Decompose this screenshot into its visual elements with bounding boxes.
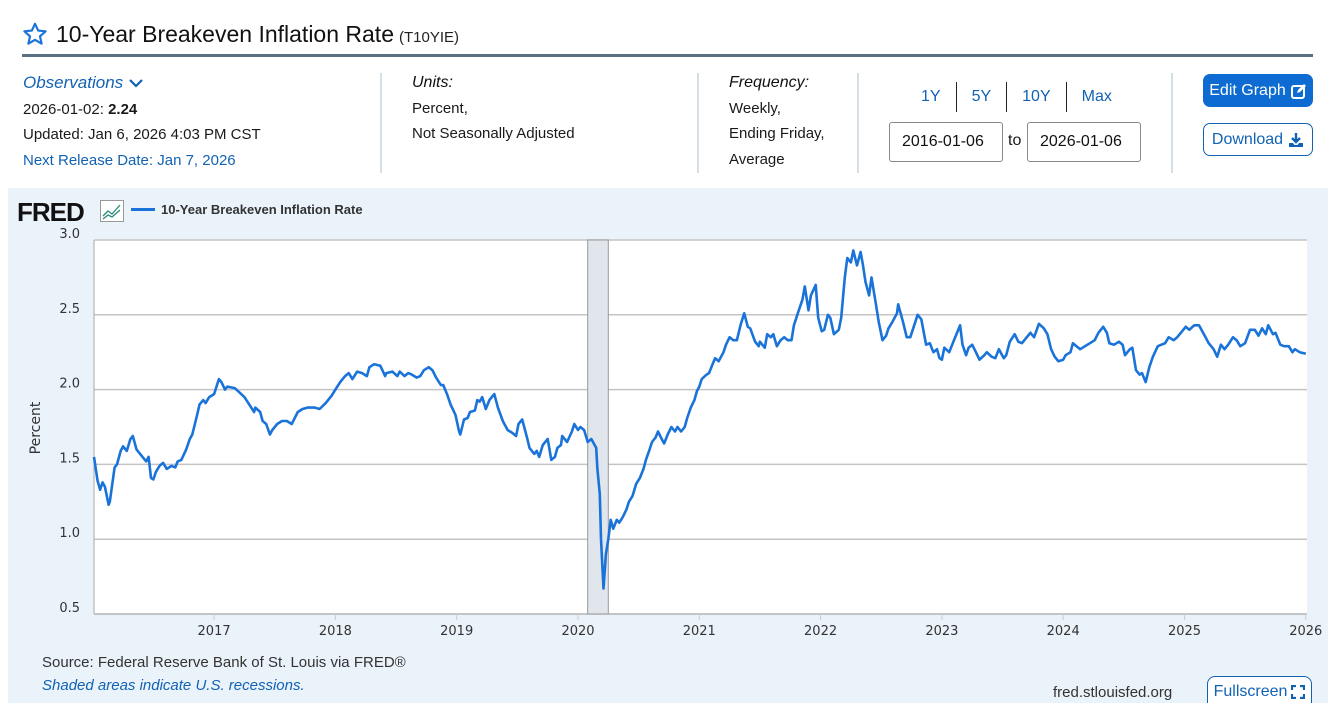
y-axis-label: Percent <box>28 401 44 454</box>
chevron-down-icon <box>129 78 143 88</box>
fred-logo[interactable]: FRED <box>17 197 85 227</box>
download-label: Download <box>1211 130 1284 148</box>
x-tick-label: 2020 <box>561 624 594 639</box>
range-10y-link[interactable]: 10Y <box>1007 82 1067 112</box>
page-title: 10-Year Breakeven Inflation Rate <box>56 21 394 47</box>
legend-label: 10-Year Breakeven Inflation Rate <box>161 202 363 217</box>
observations-block: Observations 2026-01-02: 2.24 Updated: J… <box>23 70 261 173</box>
units-label: Units: <box>412 74 453 91</box>
title-divider <box>22 54 1313 57</box>
recession-band <box>587 239 609 615</box>
x-tick-label: 2018 <box>319 624 352 639</box>
y-tick-label: 1.5 <box>59 451 80 466</box>
range-1y-link[interactable]: 1Y <box>906 82 957 112</box>
latest-date: 2026-01-02: <box>23 100 104 118</box>
fullscreen-label: Fullscreen <box>1213 683 1288 700</box>
divider <box>1171 73 1173 173</box>
recession-note[interactable]: Shaded areas indicate U.S. recessions. <box>42 677 305 694</box>
x-tick-label: 2021 <box>683 624 716 639</box>
observations-toggle[interactable]: Observations <box>23 70 144 96</box>
x-tick-label: 2017 <box>198 624 231 639</box>
y-tick-label: 1.0 <box>59 526 80 541</box>
series-id: (T10YIE) <box>398 29 459 46</box>
recession-shading <box>587 239 609 615</box>
x-tick-label: 2022 <box>804 624 837 639</box>
y-tick-label: 0.5 <box>59 601 80 616</box>
end-date-input[interactable]: 2026-01-06 <box>1027 122 1141 162</box>
y-axis-ticks: 0.5 1.0 1.5 2.0 2.5 3.0 <box>59 227 80 616</box>
series-group <box>92 249 1307 590</box>
latest-value: 2.24 <box>108 100 138 118</box>
range-max-link[interactable]: Max <box>1081 88 1112 105</box>
frequency-line-3: Average <box>729 150 785 168</box>
y-tick-label: 2.5 <box>59 302 80 317</box>
star-icon[interactable] <box>22 21 48 47</box>
units-line-2: Not Seasonally Adjusted <box>412 125 575 142</box>
download-icon <box>1289 132 1304 147</box>
frequency-line-2: Ending Friday, <box>729 125 825 142</box>
legend-swatch <box>131 208 155 211</box>
fullscreen-button[interactable]: Fullscreen <box>1207 676 1312 703</box>
source-note: Source: Federal Reserve Bank of St. Loui… <box>42 654 406 671</box>
series-line <box>92 249 1307 590</box>
edit-graph-label: Edit Graph <box>1209 81 1286 99</box>
y-tick-label: 2.0 <box>59 377 80 392</box>
divider <box>380 73 382 173</box>
frequency-label: Frequency: <box>729 74 810 91</box>
range-5y-link[interactable]: 5Y <box>957 82 1008 112</box>
units-block: Units: Percent, Not Seasonally Adjusted <box>412 70 575 147</box>
x-tick-label: 2024 <box>1047 624 1080 639</box>
plot-area <box>94 240 1307 614</box>
x-tick-label: 2019 <box>440 624 473 639</box>
edit-graph-button[interactable]: Edit Graph <box>1203 74 1313 107</box>
divider <box>857 73 859 173</box>
chart-legend: 10-Year Breakeven Inflation Rate <box>131 202 363 217</box>
updated-timestamp: Updated: Jan 6, 2026 4:03 PM CST <box>23 126 261 143</box>
download-button[interactable]: Download <box>1203 123 1313 156</box>
y-tick-label: 3.0 <box>59 227 80 242</box>
line-chart-icon <box>100 200 124 222</box>
title-row: 10-Year Breakeven Inflation Rate (T10YIE… <box>22 16 459 48</box>
grid <box>93 239 1307 615</box>
units-line-1: Percent, <box>412 99 468 117</box>
to-label: to <box>1008 132 1022 149</box>
x-axis-ticks: 2017 2018 2019 2020 2021 2022 2023 2024 2025 2026 <box>198 614 1322 639</box>
x-tick-label: 2023 <box>925 624 958 639</box>
frequency-line-1: Weekly, <box>729 99 781 117</box>
next-release-link[interactable]: Next Release Date: Jan 7, 2026 <box>23 151 236 169</box>
fullscreen-icon <box>1291 685 1306 699</box>
latest-observation: 2026-01-02: 2.24 <box>23 97 261 123</box>
site-url: fred.stlouisfed.org <box>1053 684 1173 701</box>
x-tick-label: 2025 <box>1168 624 1201 639</box>
observations-label: Observations <box>23 73 124 92</box>
range-links: 1Y 5Y 10Y Max <box>906 82 1127 112</box>
frequency-block: Frequency: Weekly, Ending Friday, Averag… <box>729 70 825 172</box>
start-date-input[interactable]: 2016-01-06 <box>889 122 1003 162</box>
edit-icon <box>1290 83 1306 99</box>
divider <box>697 73 699 173</box>
x-tick-label: 2026 <box>1289 624 1322 639</box>
